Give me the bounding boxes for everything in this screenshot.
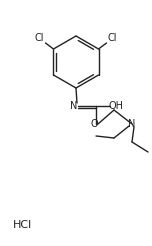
Text: Cl: Cl — [108, 33, 117, 43]
Text: N: N — [70, 101, 78, 111]
Text: O: O — [90, 119, 98, 129]
Text: Cl: Cl — [35, 33, 44, 43]
Text: N: N — [128, 119, 136, 129]
Text: OH: OH — [109, 101, 123, 111]
Text: HCl: HCl — [12, 220, 32, 230]
